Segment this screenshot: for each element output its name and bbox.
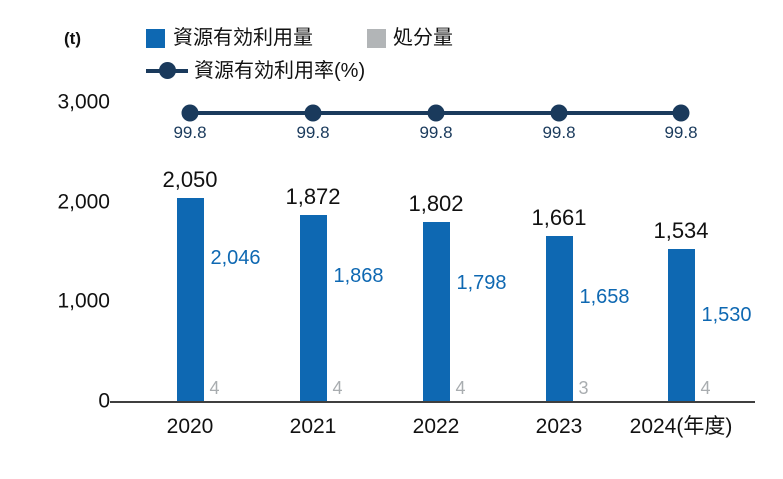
legend-label-disposal: 処分量 <box>393 27 453 49</box>
rate-line-point <box>427 104 445 122</box>
x-axis-label-2023: 2023 <box>535 415 583 438</box>
bar-total-label: 1,802 <box>408 191 464 216</box>
bar-value-label-resource-use: 1,798 <box>456 272 507 294</box>
bar-total-label: 1,872 <box>285 184 341 209</box>
y-axis-tick-label: 1,000 <box>57 289 110 313</box>
y-axis-tick-label: 0 <box>98 389 110 413</box>
x-axis-label-2020: 2020 <box>166 415 214 438</box>
bar-total-label: 1,661 <box>531 205 587 230</box>
rate-value-label: 99.8 <box>664 123 698 142</box>
bar-2023 <box>545 236 573 402</box>
legend-label-rate: 資源有効利用率(%) <box>194 60 366 82</box>
rate-line-point <box>550 104 568 122</box>
x-axis-baseline <box>110 401 755 403</box>
x-axis-label-2022: 2022 <box>412 415 460 438</box>
x-axis-label-2024: 2024(年度) <box>629 415 733 438</box>
bar-value-label-disposal: 4 <box>455 378 466 398</box>
bar-value-label-resource-use: 1,530 <box>701 304 752 326</box>
rate-line-point <box>672 104 690 122</box>
x-axis-label-2021: 2021 <box>289 415 337 438</box>
y-axis-unit-label: (t) <box>64 29 81 48</box>
bar-2022 <box>422 222 450 402</box>
bar-2020 <box>176 198 204 402</box>
legend-label-resource-use: 資源有効利用量 <box>173 27 313 49</box>
bar-2021 <box>299 215 327 402</box>
legend-dot-icon <box>159 62 176 79</box>
rate-value-label: 99.8 <box>542 123 576 142</box>
rate-value-label: 99.8 <box>419 123 453 142</box>
bar-total-label: 2,050 <box>162 167 218 192</box>
rate-line-point <box>304 104 322 122</box>
rate-value-label: 99.8 <box>173 123 207 142</box>
bar-value-label-disposal: 4 <box>700 378 711 398</box>
bar-value-label-resource-use: 1,868 <box>333 265 384 287</box>
bar-value-label-disposal: 4 <box>332 378 343 398</box>
rate-line-point <box>181 104 199 122</box>
bar-total-label: 1,534 <box>653 218 709 243</box>
legend-square-icon-blue <box>146 29 165 48</box>
bar-value-label-resource-use: 2,046 <box>210 247 261 269</box>
bar-2024 <box>667 249 695 402</box>
bar-value-label-resource-use: 1,658 <box>579 286 630 308</box>
bar-value-label-disposal: 4 <box>209 378 220 398</box>
y-axis-tick-label: 3,000 <box>57 90 110 114</box>
bar-value-label-disposal: 3 <box>578 378 589 398</box>
legend-square-icon-gray <box>367 29 386 48</box>
rate-value-label: 99.8 <box>296 123 330 142</box>
y-axis-tick-label: 2,000 <box>57 190 110 214</box>
